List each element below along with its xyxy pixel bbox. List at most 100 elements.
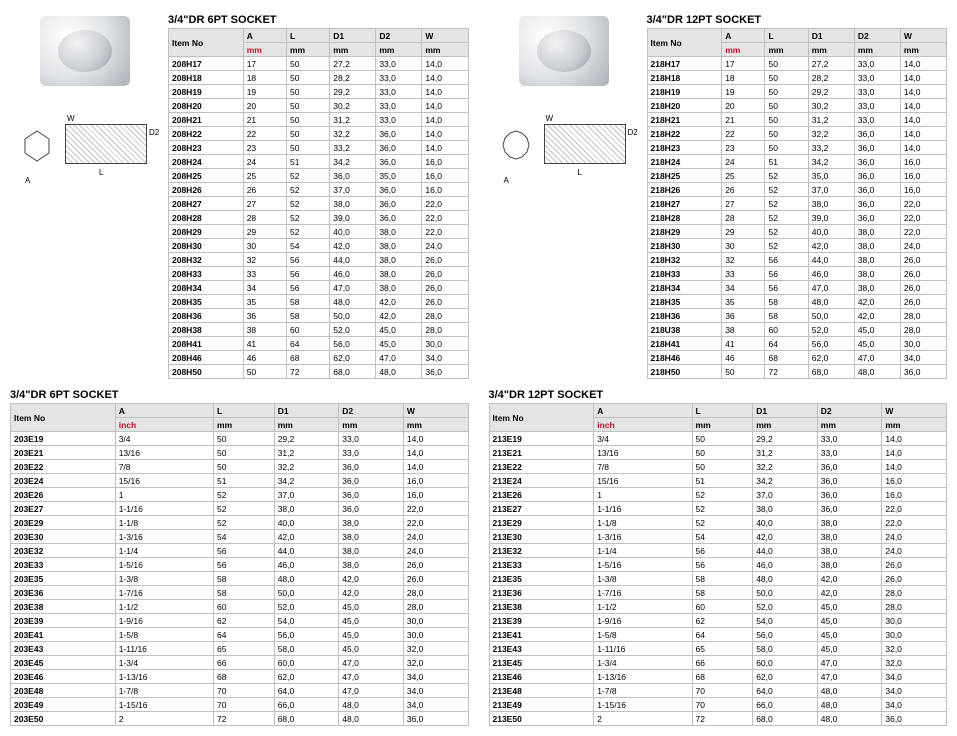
- cell-value: 1-1/16: [594, 502, 692, 516]
- cell-value: 1-3/16: [594, 530, 692, 544]
- cell-value: 50: [722, 365, 765, 379]
- cell-value: 56: [214, 558, 275, 572]
- cell-value: 38,0: [339, 558, 404, 572]
- cell-item-no: 208H21: [169, 113, 244, 127]
- table-row: 208H19195029,233,014,0: [169, 85, 469, 99]
- col-item: Item No: [647, 29, 722, 57]
- cell-value: 22,0: [882, 502, 947, 516]
- table-row: 218H30305242,038,024,0: [647, 239, 947, 253]
- unit-mm: mm: [817, 418, 882, 432]
- cell-value: 23: [243, 141, 286, 155]
- cell-value: 50,0: [330, 309, 376, 323]
- cell-value: 36,0: [422, 365, 468, 379]
- cell-item-no: 208H38: [169, 323, 244, 337]
- cell-value: 64: [765, 337, 808, 351]
- table-row: 218U38386052,045,028,0: [647, 323, 947, 337]
- cell-value: 45,0: [339, 628, 404, 642]
- cell-value: 1-11/16: [594, 642, 692, 656]
- socket-photo-icon: [40, 16, 130, 86]
- cell-value: 27: [722, 197, 765, 211]
- cell-item-no: 218H32: [647, 253, 722, 267]
- cell-value: 14,0: [422, 141, 468, 155]
- cell-value: 1-3/4: [115, 656, 213, 670]
- cell-value: 33,0: [817, 446, 882, 460]
- cell-value: 68: [765, 351, 808, 365]
- cell-value: 28,0: [422, 323, 468, 337]
- cell-item-no: 218H35: [647, 295, 722, 309]
- table-row: 208H18185028,233,014,0: [169, 71, 469, 85]
- table-row: 203E361-7/165850,042,028,0: [11, 586, 469, 600]
- cell-value: 50: [286, 57, 329, 71]
- cell-value: 28: [722, 211, 765, 225]
- cell-value: 64: [214, 628, 275, 642]
- cell-value: 41: [243, 337, 286, 351]
- cell-value: 65: [214, 642, 275, 656]
- table-row: 208H36365850,042,028,0: [169, 309, 469, 323]
- cell-value: 36,0: [854, 197, 900, 211]
- cell-value: 24,0: [882, 544, 947, 558]
- cell-value: 50: [286, 71, 329, 85]
- cell-value: 36,0: [376, 141, 422, 155]
- cell-value: 26,0: [403, 572, 468, 586]
- cell-value: 22,0: [900, 211, 946, 225]
- cell-item-no: 218H24: [647, 155, 722, 169]
- cell-value: 1-1/8: [115, 516, 213, 530]
- cell-value: 52: [286, 211, 329, 225]
- col-d1: D1: [330, 29, 376, 43]
- unit-mm-red: mm: [722, 43, 765, 57]
- cell-value: 32,0: [403, 642, 468, 656]
- cell-item-no: 208H29: [169, 225, 244, 239]
- section-title-2: 3/4"DR 6PT SOCKET: [10, 389, 469, 401]
- cell-value: 20: [243, 99, 286, 113]
- cell-value: 2: [594, 712, 692, 726]
- cell-value: 31,2: [808, 113, 854, 127]
- cell-value: 38,0: [854, 253, 900, 267]
- cell-value: 14,0: [882, 460, 947, 474]
- cell-value: 50: [214, 432, 275, 446]
- cell-value: 52: [692, 516, 753, 530]
- cell-item-no: 203E21: [11, 446, 116, 460]
- cell-value: 45,0: [817, 642, 882, 656]
- cell-value: 56,0: [808, 337, 854, 351]
- cell-value: 58: [214, 572, 275, 586]
- cell-value: 28,0: [422, 309, 468, 323]
- cell-value: 50: [286, 127, 329, 141]
- cell-value: 3/4: [115, 432, 213, 446]
- cell-value: 45,0: [854, 323, 900, 337]
- table-row: 213E291-1/85240,038,022,0: [489, 516, 947, 530]
- cell-item-no: 213E21: [489, 446, 594, 460]
- unit-mm: mm: [854, 43, 900, 57]
- cell-value: 37,0: [274, 488, 339, 502]
- cell-value: 62,0: [330, 351, 376, 365]
- col-a: A: [115, 404, 213, 418]
- cell-value: 45,0: [376, 323, 422, 337]
- table-row: 208H23235033,236,014,0: [169, 141, 469, 155]
- cell-value: 25: [243, 169, 286, 183]
- cell-value: 36,0: [376, 155, 422, 169]
- table-row: 218H18185028,233,014,0: [647, 71, 947, 85]
- cell-value: 70: [214, 698, 275, 712]
- cell-value: 37,0: [753, 488, 818, 502]
- cell-value: 46,0: [753, 558, 818, 572]
- cell-value: 47,0: [817, 656, 882, 670]
- cell-value: 38,0: [817, 558, 882, 572]
- cell-value: 36,0: [817, 488, 882, 502]
- cell-value: 66,0: [274, 698, 339, 712]
- cell-value: 58: [765, 309, 808, 323]
- cell-value: 1: [594, 488, 692, 502]
- cell-value: 27: [243, 197, 286, 211]
- cell-value: 36,0: [817, 460, 882, 474]
- cell-value: 54: [692, 530, 753, 544]
- cell-value: 2: [115, 712, 213, 726]
- cell-value: 33: [243, 267, 286, 281]
- cell-item-no: 218H28: [647, 211, 722, 225]
- cell-value: 52: [765, 239, 808, 253]
- cell-item-no: 208H19: [169, 85, 244, 99]
- cell-item-no: 213E46: [489, 670, 594, 684]
- cell-value: 52: [286, 169, 329, 183]
- cell-value: 45,0: [817, 600, 882, 614]
- cell-value: 29,2: [808, 85, 854, 99]
- cell-value: 1-7/8: [594, 684, 692, 698]
- cell-value: 33,0: [376, 113, 422, 127]
- cell-value: 44,0: [753, 544, 818, 558]
